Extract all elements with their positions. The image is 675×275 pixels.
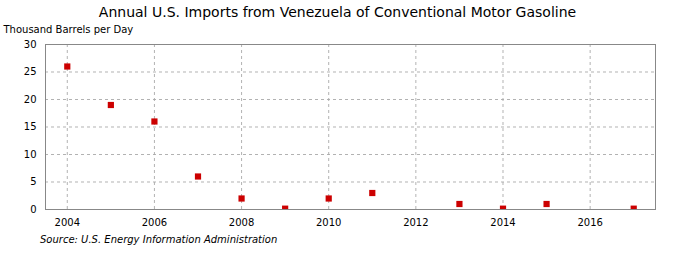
svg-text:20: 20	[24, 94, 37, 105]
svg-text:Thousand Barrels per Day: Thousand Barrels per Day	[3, 24, 134, 35]
svg-text:25: 25	[24, 66, 37, 77]
svg-text:2010: 2010	[316, 217, 341, 228]
svg-text:2006: 2006	[142, 217, 167, 228]
html-text:Source: U.S. Energy Informatio: Source: U.S. Energy Information Administ…	[40, 234, 278, 245]
svg-text:2016: 2016	[577, 217, 602, 228]
svg-text:0: 0	[30, 204, 36, 215]
svg-text:15: 15	[24, 121, 37, 132]
svg-text:5: 5	[30, 176, 36, 187]
svg-text:2008: 2008	[229, 217, 254, 228]
html-text:Annual U.S. Imports from Venez: Annual U.S. Imports from Venezuela of Co…	[98, 4, 577, 20]
svg-text:2012: 2012	[403, 217, 428, 228]
svg-text:2014: 2014	[490, 217, 515, 228]
svg-text:2004: 2004	[55, 217, 80, 228]
svg-text:30: 30	[24, 39, 37, 50]
svg-text:10: 10	[24, 149, 37, 160]
